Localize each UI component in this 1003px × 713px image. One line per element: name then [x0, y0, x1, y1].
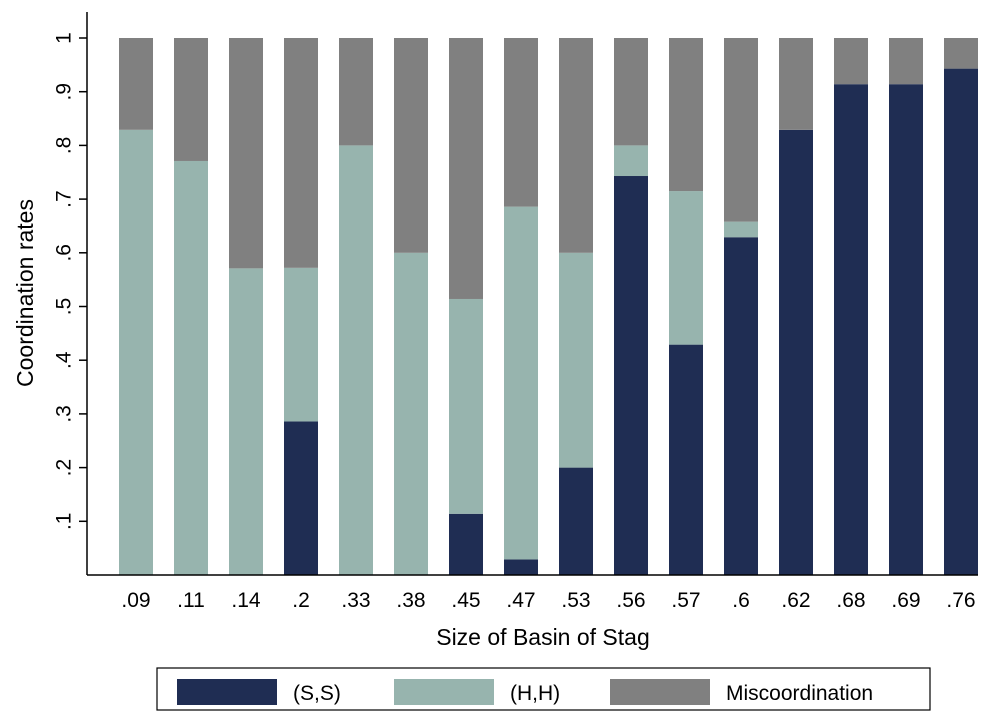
x-tick-label: .38	[396, 589, 425, 612]
legend-label: Miscoordination	[726, 682, 873, 705]
bar-segment	[559, 252, 593, 468]
bar-segment	[119, 38, 153, 130]
bar-segment	[284, 421, 318, 575]
bar-segment	[449, 298, 483, 514]
x-tick-label: .2	[292, 589, 310, 612]
bar-segment	[504, 38, 538, 207]
bar-segment	[834, 38, 868, 85]
y-axis-label: Coordination rates	[12, 199, 38, 387]
bar-segment	[449, 513, 483, 575]
bar-segment	[779, 129, 813, 575]
y-tick-label: .4	[52, 351, 75, 369]
x-tick-label: .33	[341, 589, 370, 612]
bar-segment	[944, 68, 978, 575]
x-tick-label: .76	[946, 589, 975, 612]
y-tick-label: .1	[52, 513, 75, 531]
y-tick-label: .5	[52, 298, 75, 316]
y-tick-label: 1	[52, 32, 75, 44]
legend-box	[156, 667, 931, 711]
x-tick-label: .11	[177, 589, 205, 612]
bar-segment	[724, 237, 758, 576]
y-tick-label: .2	[52, 459, 75, 477]
x-tick-label: .47	[506, 589, 535, 612]
bar-segment	[504, 206, 538, 560]
bar-segment	[614, 38, 648, 146]
x-tick-label: .09	[121, 589, 150, 612]
bar-segment	[559, 467, 593, 575]
bar-segment	[394, 38, 428, 253]
bar-segment	[229, 268, 263, 575]
bar-segment	[889, 84, 923, 575]
x-tick-label: .62	[781, 589, 810, 612]
bar-segment	[559, 38, 593, 253]
bar-segment	[504, 559, 538, 575]
bar-segment	[669, 191, 703, 345]
bar-segment	[944, 38, 978, 69]
bar-segment	[284, 38, 318, 268]
bar-segment	[614, 176, 648, 575]
bar-segment	[724, 221, 758, 238]
bar-segment	[724, 38, 758, 222]
bar-segment	[174, 38, 208, 161]
bar-segment	[779, 38, 813, 130]
bar-segment	[614, 145, 648, 177]
y-tick-label: .6	[52, 244, 75, 262]
x-tick-label: .68	[836, 589, 865, 612]
x-axis-label: Size of Basin of Stag	[436, 624, 650, 650]
bar-segment	[284, 267, 318, 422]
x-tick-label: .14	[231, 589, 261, 612]
x-tick-label: .45	[451, 589, 480, 612]
x-tick-label: .69	[891, 589, 920, 612]
legend-swatch	[394, 679, 494, 705]
y-tick-label: .9	[52, 83, 75, 101]
bar-segment	[174, 160, 208, 575]
bar-segment	[339, 145, 373, 575]
bars	[119, 38, 978, 576]
legend-label: (H,H)	[510, 682, 560, 705]
legend-swatch	[177, 679, 277, 705]
legend-label: (S,S)	[293, 682, 341, 705]
bar-segment	[889, 38, 923, 85]
bar-segment	[119, 129, 153, 575]
bar-segment	[339, 38, 373, 146]
x-ticks: .09 .11 .14 .2 .33 .38 .45 .47 .53 .56 .57 .6 .62 .68…	[121, 589, 975, 612]
legend-swatch	[610, 679, 710, 705]
bar-segment	[834, 84, 868, 575]
y-ticks: .1 .2 .3 .4 .5 .6 .7 .8 .9 1	[52, 32, 87, 530]
bar-segment	[229, 38, 263, 269]
x-tick-label: .57	[671, 589, 700, 612]
bar-segment	[669, 344, 703, 575]
y-tick-label: .7	[52, 190, 75, 208]
y-tick-label: .3	[52, 405, 75, 423]
bar-segment	[449, 38, 483, 299]
x-tick-label: .53	[561, 589, 590, 612]
x-tick-label: .56	[616, 589, 645, 612]
x-tick-label: .6	[732, 589, 750, 612]
legend: (S,S) (H,H) Miscoordination	[156, 667, 931, 711]
y-tick-label: .8	[52, 137, 75, 155]
bar-segment	[669, 38, 703, 192]
bar-segment	[394, 252, 428, 576]
